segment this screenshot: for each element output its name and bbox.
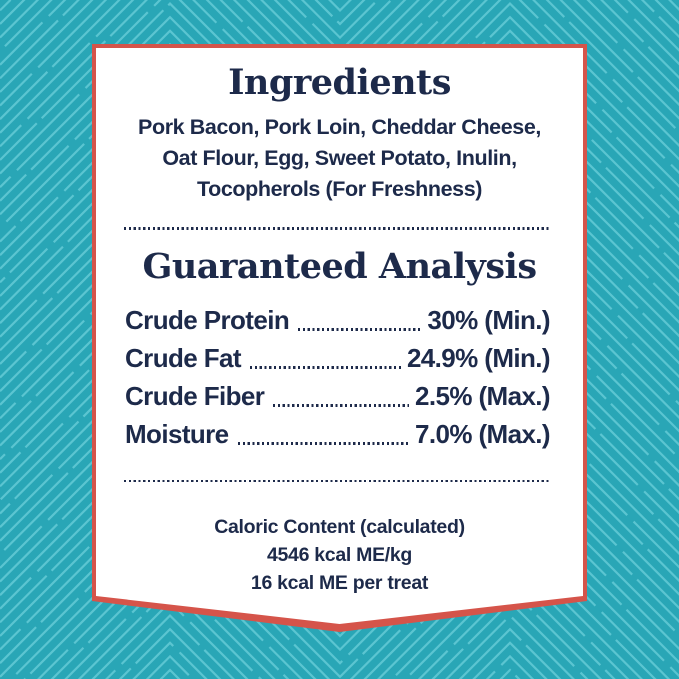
- label-panel: Ingredients Pork Bacon, Pork Loin, Chedd…: [96, 48, 583, 624]
- caloric-content: Caloric Content (calculated) 4546 kcal M…: [96, 513, 583, 597]
- analysis-row-value: 2.5% (Max.): [414, 380, 551, 411]
- analysis-row-name: Moisture: [125, 418, 229, 449]
- caloric-line: Caloric Content (calculated): [214, 516, 465, 538]
- analysis-row: Crude Fat 24.9% (Min.): [125, 339, 551, 377]
- dotted-leader: [273, 404, 409, 407]
- caloric-line: 16 kcal ME per treat: [250, 572, 429, 594]
- analysis-table: Crude Protein 30% (Min.) Crude Fat 24.9%…: [96, 301, 583, 453]
- analysis-row: Crude Fiber 2.5% (Max.): [125, 377, 551, 415]
- ingredients-line: Pork Bacon, Pork Loin, Cheddar Cheese,: [138, 115, 541, 139]
- analysis-row-name: Crude Fat: [125, 342, 242, 373]
- ingredients-list: Pork Bacon, Pork Loin, Cheddar Cheese, O…: [96, 112, 583, 205]
- dotted-leader: [298, 328, 422, 331]
- dotted-divider: [124, 227, 551, 230]
- guaranteed-analysis-title: Guaranteed Analysis: [142, 245, 537, 287]
- label-panel-border: Ingredients Pork Bacon, Pork Loin, Chedd…: [92, 44, 587, 632]
- ingredients-title: Ingredients: [228, 62, 451, 103]
- analysis-row-name: Crude Fiber: [125, 380, 265, 411]
- analysis-row: Moisture 7.0% (Max.): [125, 415, 551, 453]
- caloric-line: 4546 kcal ME/kg: [266, 544, 413, 566]
- dotted-leader: [237, 442, 409, 445]
- analysis-row-value: 24.9% (Min.): [406, 342, 551, 373]
- analysis-row-value: 30% (Min.): [427, 304, 550, 335]
- dotted-leader: [249, 366, 401, 369]
- ingredients-line: Tocopherols (For Freshness): [196, 177, 483, 201]
- ingredients-line: Oat Flour, Egg, Sweet Potato, Inulin,: [162, 146, 517, 170]
- analysis-row-name: Crude Protein: [125, 304, 290, 335]
- dotted-divider: [124, 479, 551, 482]
- analysis-row: Crude Protein 30% (Min.): [125, 301, 551, 339]
- analysis-row-value: 7.0% (Max.): [414, 418, 551, 449]
